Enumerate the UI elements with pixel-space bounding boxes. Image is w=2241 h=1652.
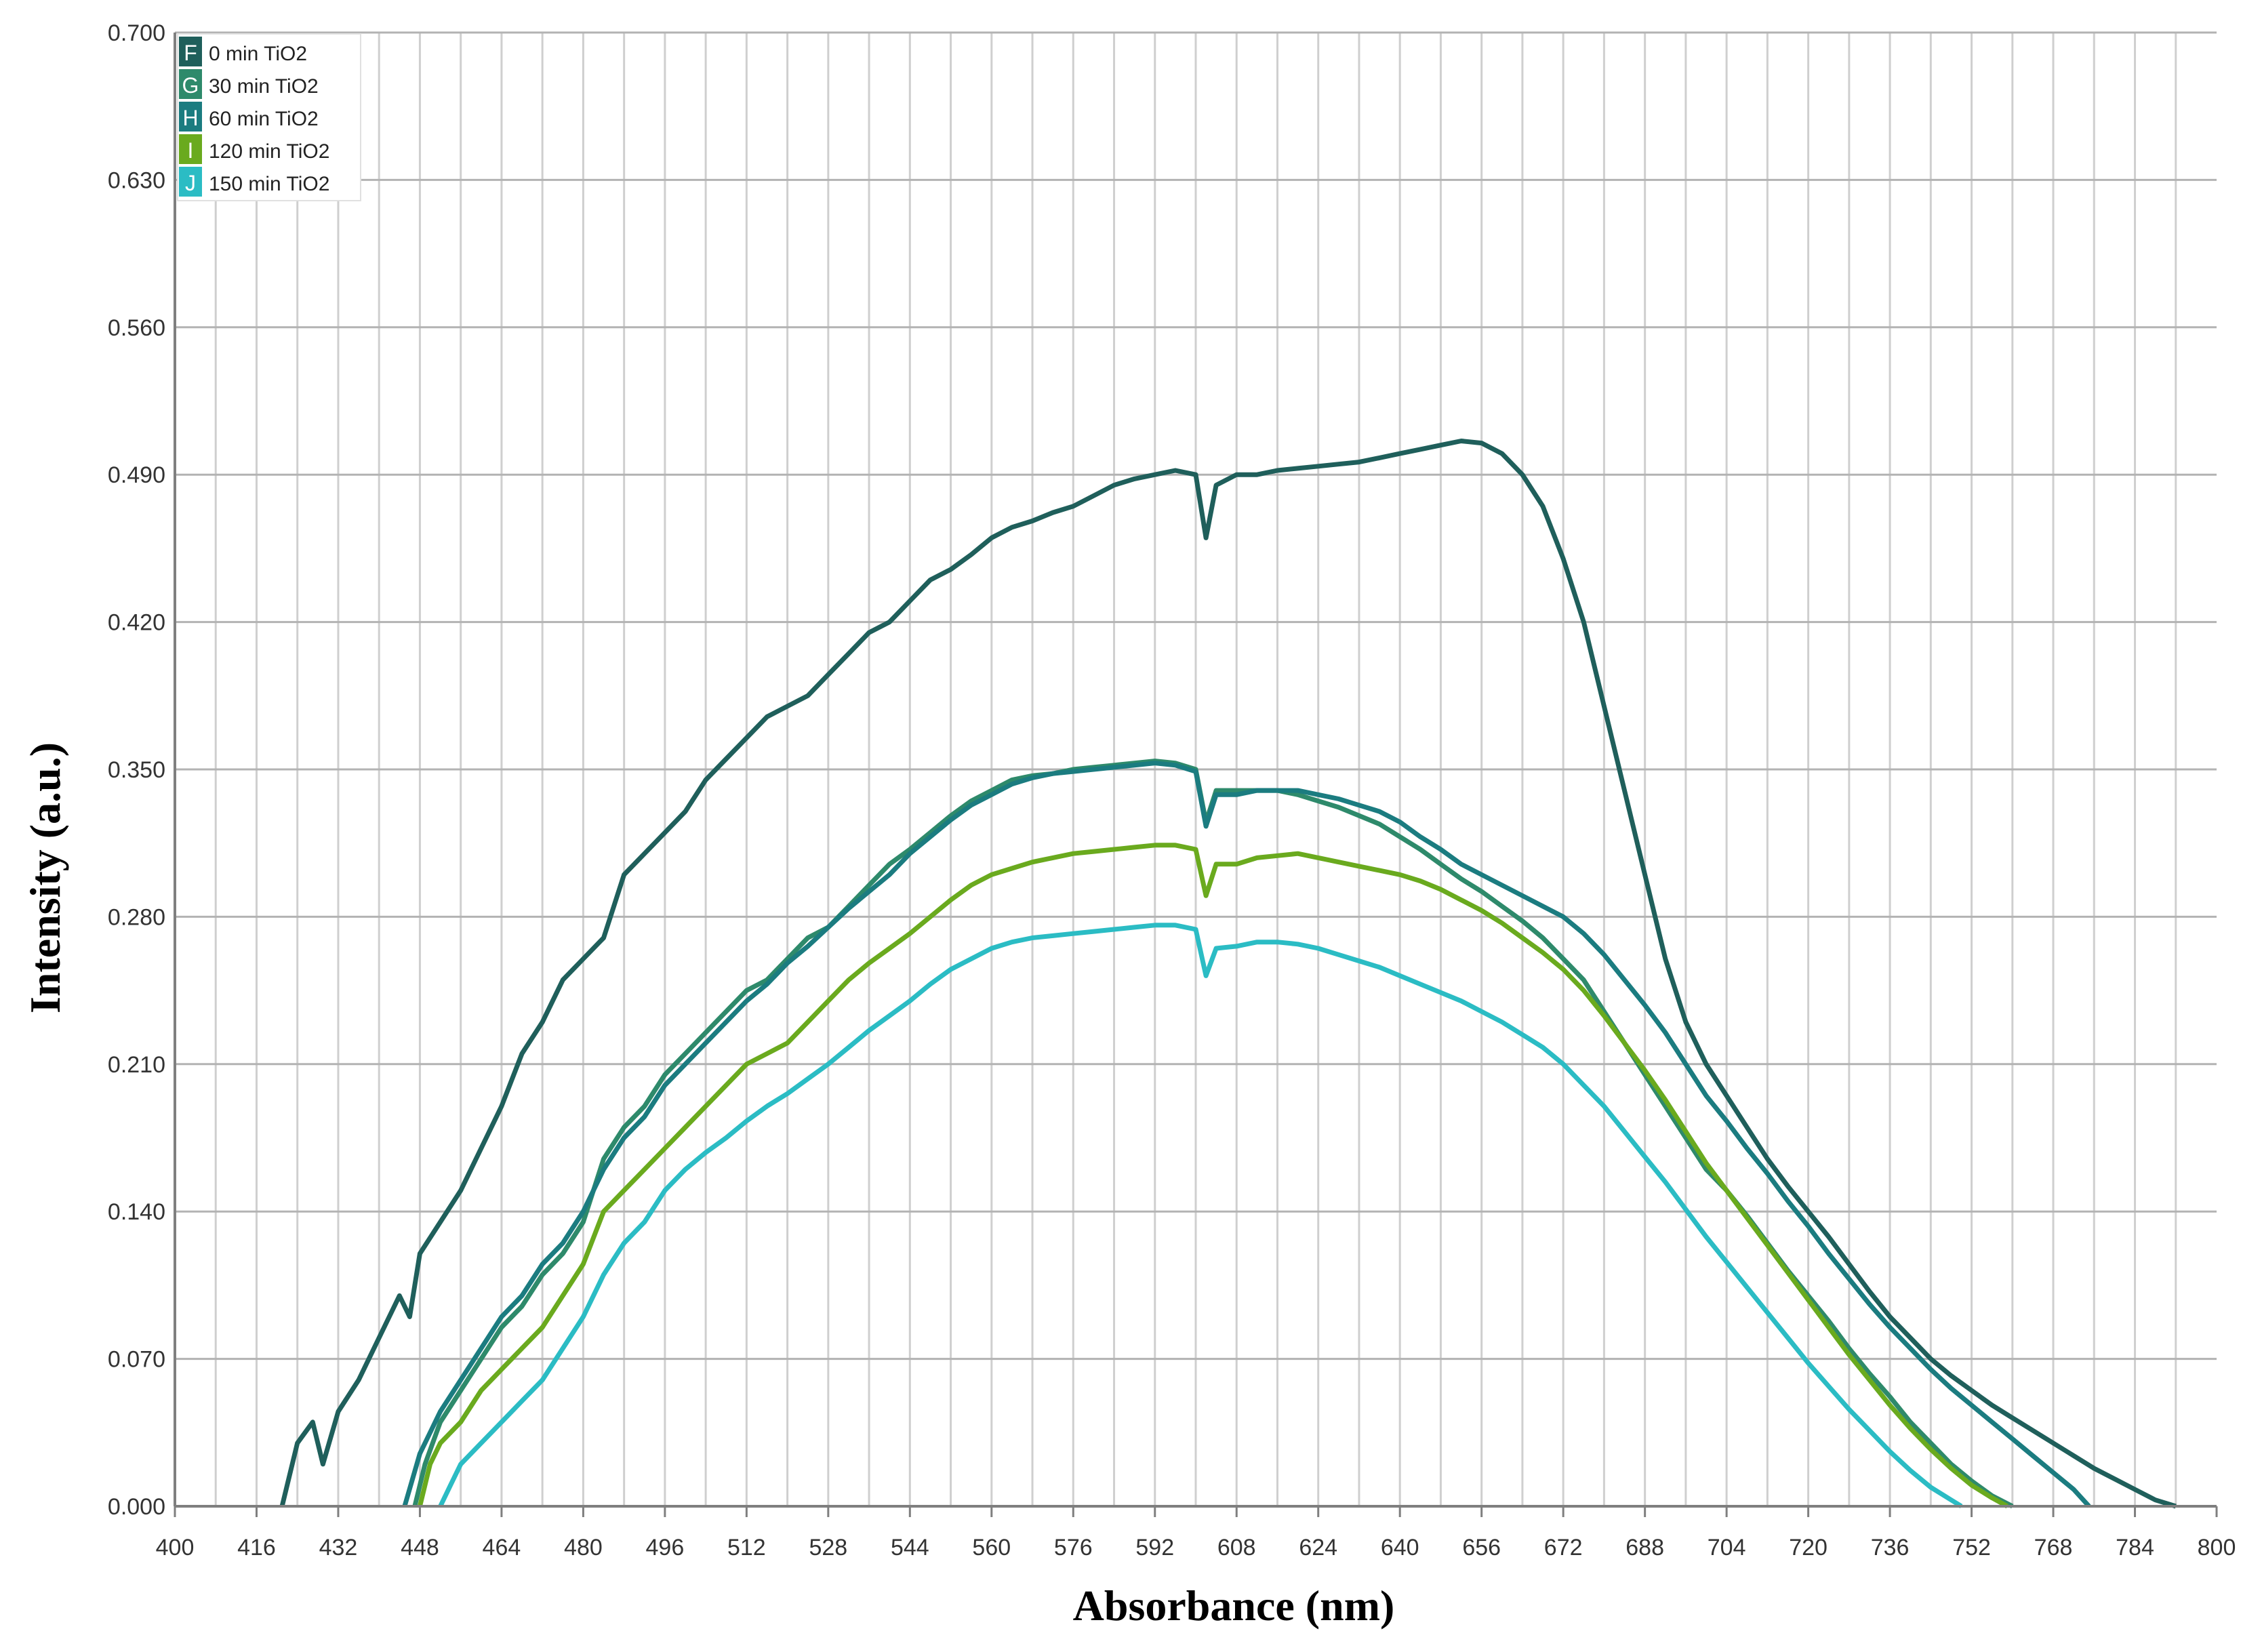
x-tick-label: 784 bbox=[2116, 1535, 2154, 1560]
y-axis-title: Intensity (a.u.) bbox=[21, 742, 69, 1013]
legend-swatch-I bbox=[179, 134, 202, 164]
legend-label-I: 120 min TiO2 bbox=[209, 140, 329, 163]
x-tick-label: 528 bbox=[809, 1535, 847, 1560]
x-tick-label: 608 bbox=[1217, 1535, 1256, 1560]
legend-key-J: J bbox=[185, 171, 196, 195]
series-line-H bbox=[402, 761, 2091, 1508]
y-tick-label: 0.630 bbox=[108, 167, 165, 193]
legend-label-H: 60 min TiO2 bbox=[209, 108, 319, 130]
series-line-I bbox=[417, 843, 2008, 1509]
x-tick-label: 512 bbox=[727, 1535, 766, 1560]
x-tick-label: 736 bbox=[1871, 1535, 1910, 1560]
y-tick-label: 0.420 bbox=[108, 610, 165, 636]
legend-label-G: 30 min TiO2 bbox=[209, 75, 319, 98]
x-tick-label: 672 bbox=[1544, 1535, 1583, 1560]
x-axis-title: Absorbance (nm) bbox=[1073, 1582, 1395, 1630]
legend-swatch-H bbox=[179, 102, 202, 132]
legend-swatch-F bbox=[179, 37, 202, 66]
x-tick-label: 448 bbox=[401, 1535, 439, 1560]
x-tick-label: 400 bbox=[156, 1535, 195, 1560]
x-tick-label: 768 bbox=[2034, 1535, 2073, 1560]
x-tick-label: 416 bbox=[237, 1535, 276, 1560]
x-tick-label: 656 bbox=[1462, 1535, 1501, 1560]
x-tick-label: 624 bbox=[1299, 1535, 1337, 1560]
x-tick-label: 752 bbox=[1952, 1535, 1991, 1560]
legend-label-J: 150 min TiO2 bbox=[209, 173, 329, 195]
legend-swatch-G bbox=[179, 69, 202, 99]
x-tick-label: 704 bbox=[1708, 1535, 1746, 1560]
x-tick-label: 576 bbox=[1054, 1535, 1093, 1560]
x-tick-label: 560 bbox=[972, 1535, 1011, 1560]
y-tick-label: 0.700 bbox=[108, 20, 165, 46]
axes bbox=[174, 33, 2218, 1517]
x-tick-label: 496 bbox=[646, 1535, 685, 1560]
series-line-F bbox=[279, 439, 2177, 1509]
series-lines bbox=[279, 439, 2177, 1509]
x-tick-label: 720 bbox=[1789, 1535, 1828, 1560]
y-tick-label: 0.350 bbox=[108, 757, 165, 783]
y-tick-label: 0.140 bbox=[108, 1199, 165, 1225]
x-tick-label: 800 bbox=[2198, 1535, 2236, 1560]
legend-key-H: H bbox=[182, 106, 198, 130]
series-line-J bbox=[438, 923, 1963, 1508]
x-tick-label: 544 bbox=[891, 1535, 929, 1560]
legend-label-F: 0 min TiO2 bbox=[209, 43, 307, 65]
legend-key-F: F bbox=[184, 41, 197, 65]
x-tick-label: 592 bbox=[1135, 1535, 1174, 1560]
x-tick-label: 480 bbox=[564, 1535, 603, 1560]
legend-box bbox=[177, 33, 361, 201]
y-tick-label: 0.070 bbox=[108, 1347, 165, 1373]
x-tick-label: 640 bbox=[1381, 1535, 1419, 1560]
legend-swatch-J bbox=[179, 167, 202, 197]
legend: F 0 min TiO2 G 30 min TiO2 H 60 min TiO2 I 120 … bbox=[177, 33, 361, 201]
y-tick-label: 0.560 bbox=[108, 315, 165, 341]
y-tick-label: 0.000 bbox=[108, 1494, 165, 1520]
legend-key-G: G bbox=[182, 73, 199, 98]
x-tick-label: 688 bbox=[1626, 1535, 1664, 1560]
y-tick-label: 0.490 bbox=[108, 462, 165, 488]
x-tick-label: 464 bbox=[483, 1535, 521, 1560]
y-tick-labels: 0.000 0.070 0.140 0.210 0.280 0.350 0.420 0.490… bbox=[108, 20, 165, 1520]
y-tick-label: 0.280 bbox=[108, 904, 165, 930]
x-tick-labels: 400 416 432 448 464 480 496 512 528 544 560 576 592 6… bbox=[156, 1535, 2236, 1560]
x-tick-label: 432 bbox=[319, 1535, 358, 1560]
legend-key-I: I bbox=[188, 138, 194, 163]
y-tick-label: 0.210 bbox=[108, 1052, 165, 1078]
